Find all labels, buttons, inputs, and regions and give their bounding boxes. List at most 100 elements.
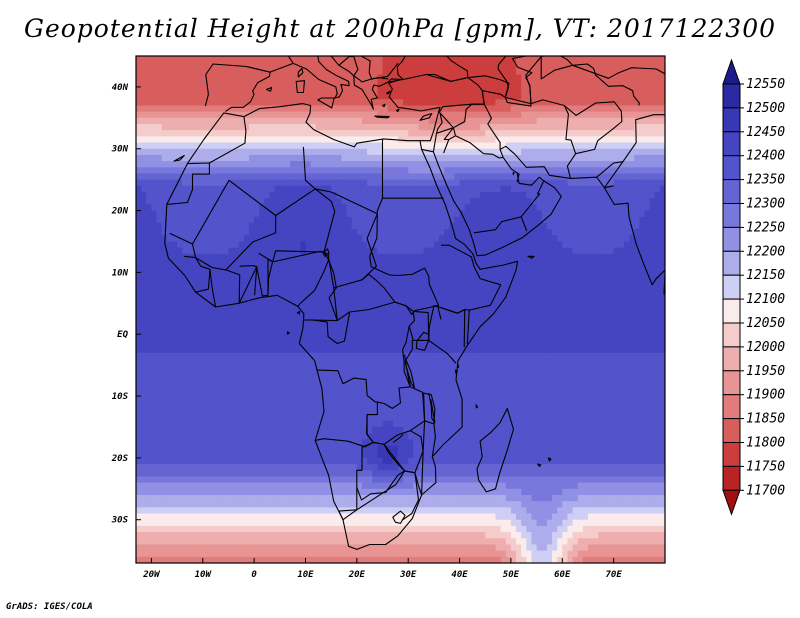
field-cell: [464, 56, 471, 63]
field-cell: [182, 210, 188, 218]
field-cell: [320, 105, 327, 113]
field-cell: [557, 222, 563, 230]
field-cell: [274, 154, 281, 162]
field-cell: [187, 247, 194, 255]
field-cell: [146, 297, 153, 304]
field-cell: [310, 260, 317, 267]
field-cell: [428, 62, 435, 69]
field-cell: [577, 229, 584, 236]
field-cell: [202, 266, 209, 273]
field-cell: [259, 328, 265, 335]
field-cell: [654, 74, 661, 82]
field-cell: [403, 290, 409, 298]
field-cell: [187, 117, 194, 125]
field-cell: [403, 68, 409, 76]
field-cell: [423, 130, 430, 137]
field-cell: [572, 290, 579, 298]
field-cell: [423, 222, 430, 230]
field-cell: [382, 93, 389, 100]
field-cell: [315, 297, 322, 304]
field-cell: [387, 86, 394, 94]
field-cell: [495, 198, 502, 205]
field-cell: [274, 328, 281, 335]
field-cell: [541, 266, 548, 273]
field-cell: [552, 161, 558, 168]
field-cell: [516, 185, 522, 193]
field-cell: [618, 222, 625, 230]
field-cell: [608, 290, 615, 298]
field-cell: [474, 216, 481, 224]
field-cell: [618, 247, 625, 255]
field-cell: [623, 290, 630, 298]
field-cell: [377, 99, 384, 107]
field-cell: [428, 173, 435, 181]
field-cell: [536, 222, 543, 230]
field-cell: [387, 185, 394, 193]
field-cell: [423, 334, 430, 342]
field-cell: [649, 346, 656, 354]
field-cell: [171, 99, 178, 107]
field-cell: [310, 247, 317, 255]
field-cell: [510, 80, 517, 88]
field-cell: [572, 80, 579, 88]
field-cell: [495, 179, 502, 187]
field-cell: [659, 284, 665, 292]
field-cell: [397, 247, 404, 255]
field-cell: [418, 253, 425, 261]
field-cell: [469, 62, 476, 69]
field-cell: [367, 74, 373, 82]
field-cell: [326, 247, 332, 255]
field-cell: [464, 192, 471, 199]
field-cell: [577, 328, 584, 335]
field-cell: [413, 161, 420, 168]
field-cell: [572, 117, 579, 125]
field-cell: [341, 130, 348, 137]
field-cell: [315, 315, 322, 323]
field-cell: [156, 124, 163, 131]
field-cell: [361, 303, 368, 311]
field-cell: [248, 340, 255, 348]
field-cell: [213, 62, 219, 69]
field-cell: [644, 154, 651, 162]
field-cell: [305, 352, 312, 360]
field-cell: [418, 124, 425, 131]
field-cell: [623, 216, 630, 224]
field-cell: [372, 62, 378, 69]
field-cell: [582, 247, 589, 255]
field-cell: [238, 210, 245, 218]
field-cell: [634, 68, 640, 76]
field-cell: [557, 154, 563, 162]
field-cell: [223, 185, 230, 193]
field-cell: [192, 111, 199, 119]
field-cell: [279, 334, 286, 342]
field-cell: [166, 241, 173, 249]
field-cell: [156, 105, 163, 113]
field-cell: [423, 260, 430, 267]
field-cell: [557, 161, 563, 168]
field-cell: [495, 111, 502, 119]
field-cell: [459, 148, 466, 156]
field-cell: [141, 198, 147, 205]
field-cell: [587, 86, 594, 94]
field-cell: [392, 340, 399, 348]
field-cell: [505, 142, 512, 150]
field-cell: [320, 340, 327, 348]
field-cell: [608, 266, 615, 273]
field-cell: [480, 210, 486, 218]
field-cell: [228, 142, 235, 150]
field-cell: [439, 315, 445, 323]
field-cell: [634, 272, 640, 280]
field-cell: [341, 290, 348, 298]
field-cell: [490, 334, 497, 342]
field-cell: [326, 185, 332, 193]
field-cell: [151, 241, 158, 249]
field-cell: [474, 185, 481, 193]
field-cell: [531, 266, 538, 273]
field-cell: [233, 297, 240, 304]
field-cell: [295, 297, 301, 304]
field-cell: [413, 247, 420, 255]
field-cell: [552, 340, 558, 348]
field-cell: [562, 117, 569, 125]
field-cell: [644, 167, 651, 175]
field-cell: [449, 297, 456, 304]
